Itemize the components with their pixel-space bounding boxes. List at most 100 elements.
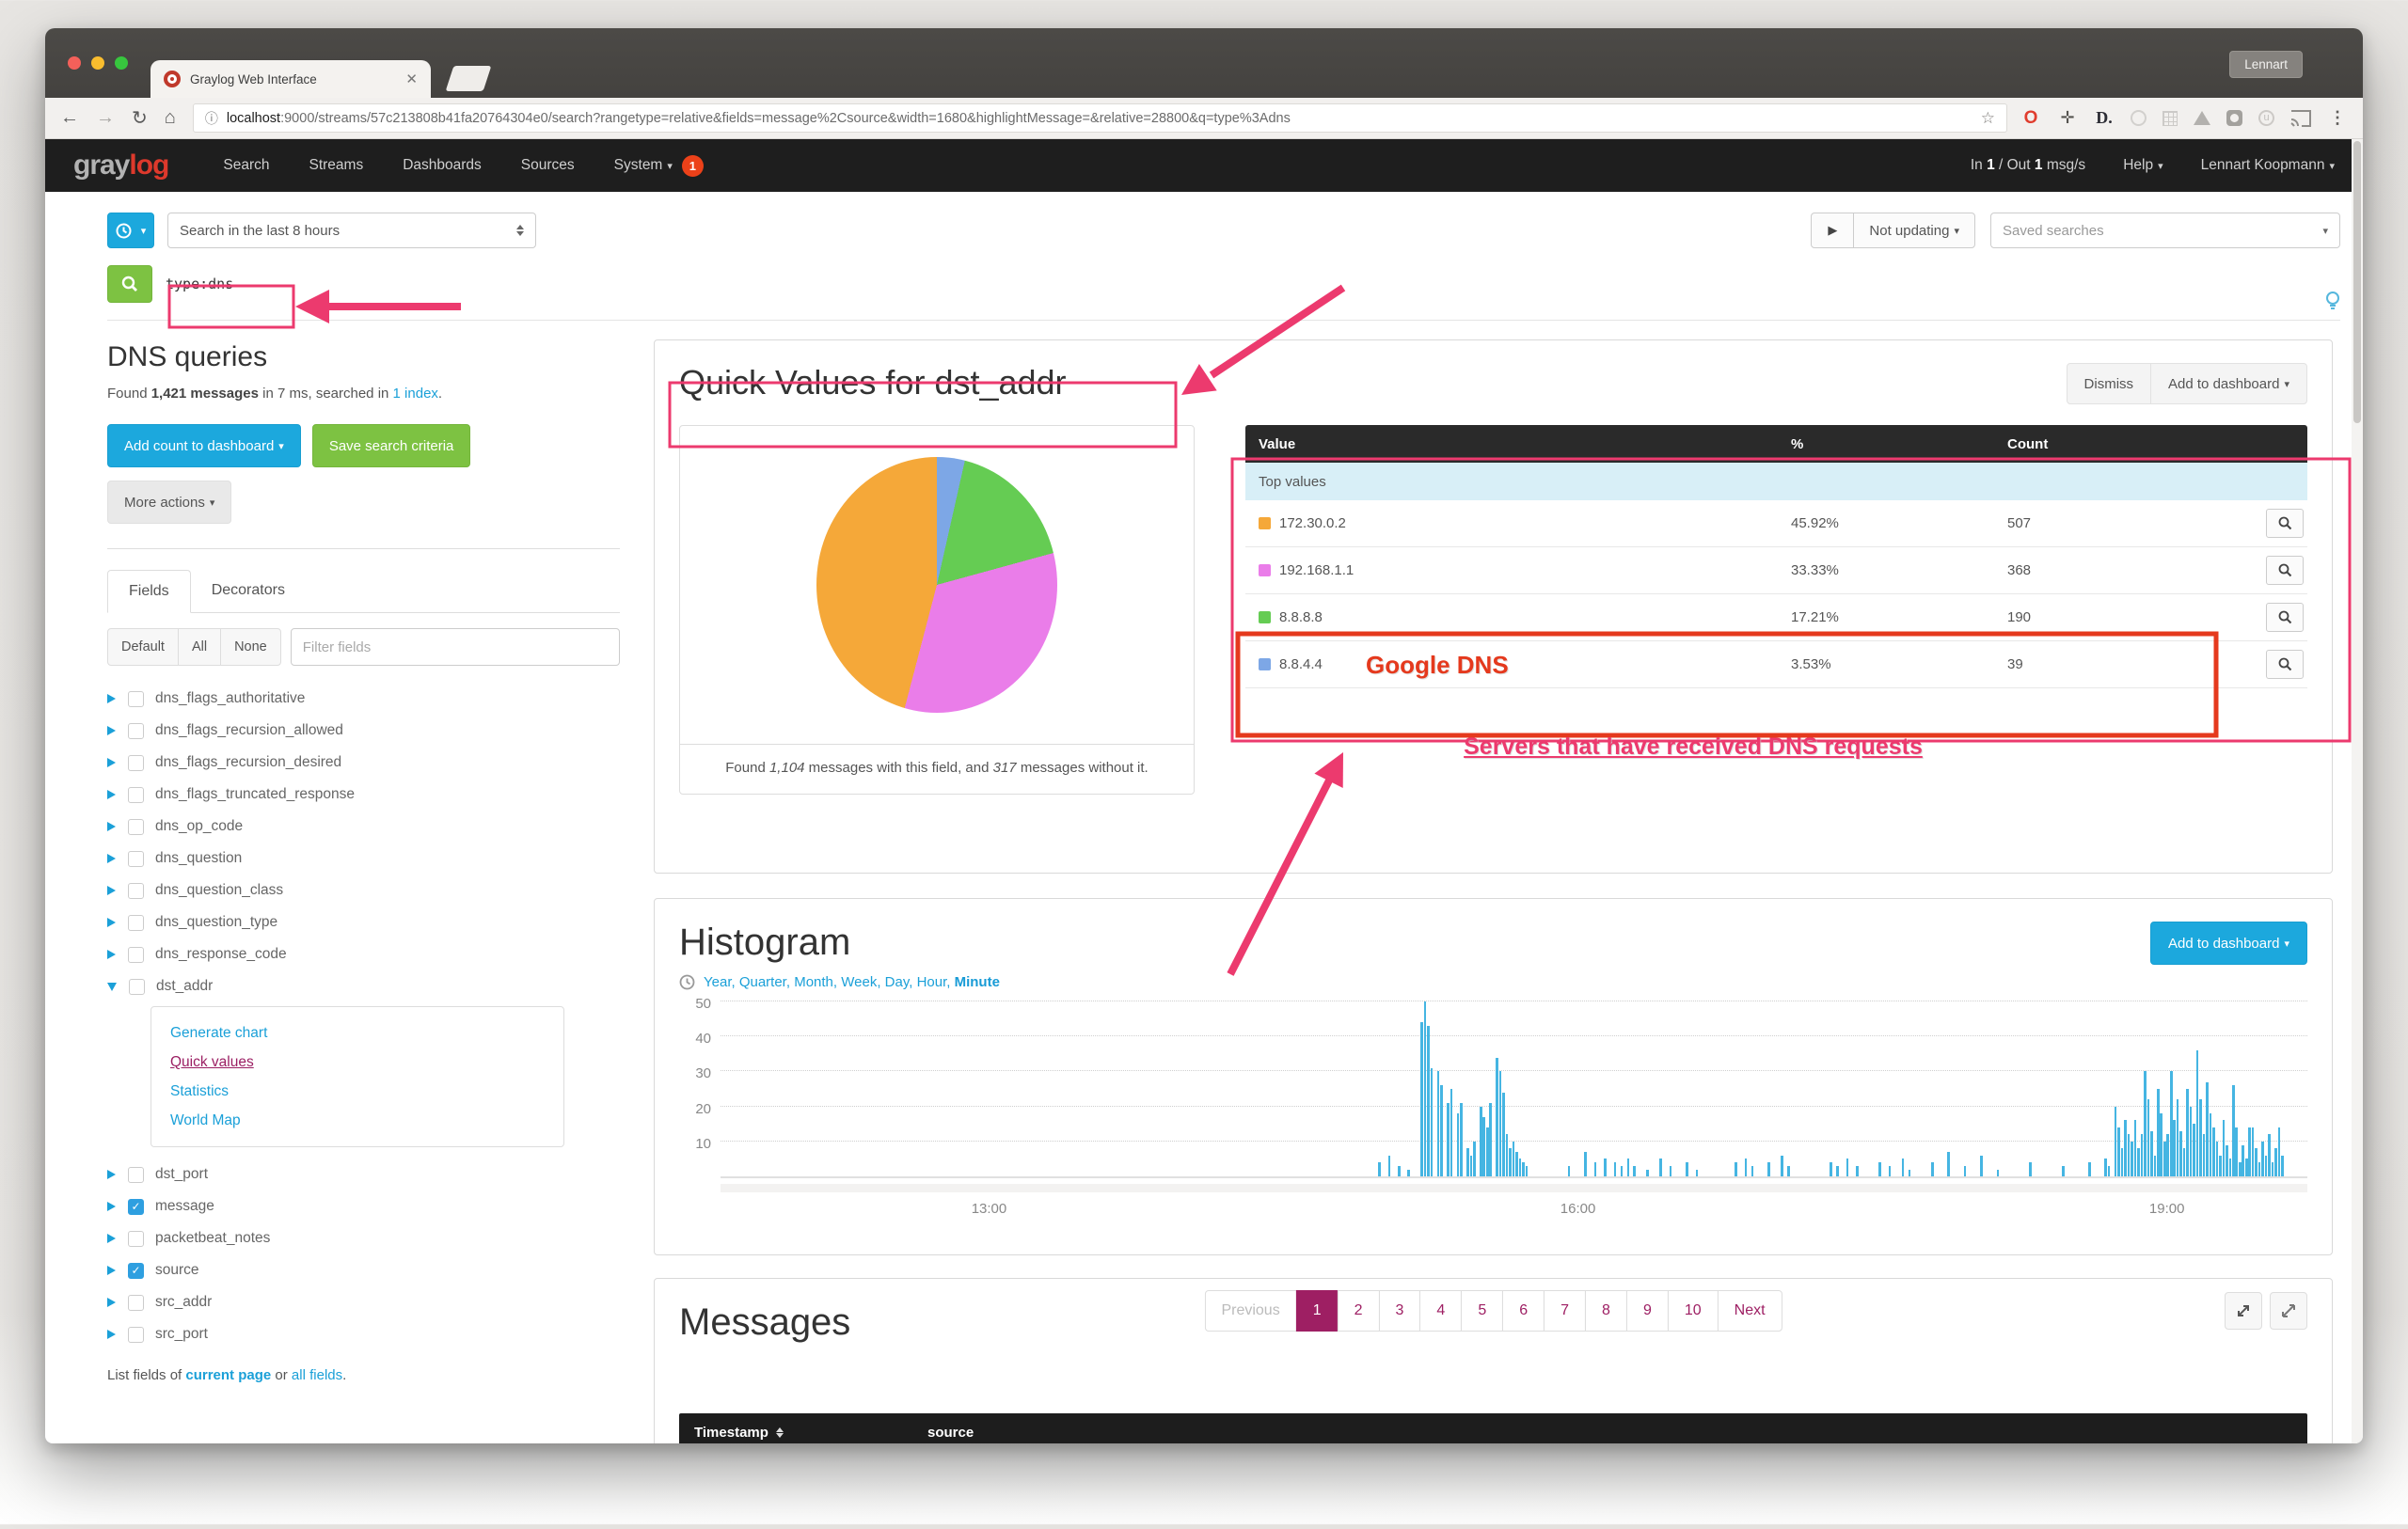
chevron-right-icon[interactable] — [107, 726, 116, 735]
field-checkbox-dns_flags_recursion_allowed[interactable] — [128, 722, 144, 739]
histogram-add-to-dashboard-button[interactable]: Add to dashboard ▾ — [2150, 922, 2307, 965]
field-checkbox-src_port[interactable] — [128, 1326, 144, 1343]
filter-none-button[interactable]: None — [220, 628, 281, 666]
chevron-right-icon[interactable] — [107, 758, 116, 767]
extension-square-icon[interactable] — [2226, 110, 2242, 126]
field-checkbox-dns_flags_truncated_response[interactable] — [128, 786, 144, 803]
field-checkbox-packetbeat_notes[interactable] — [128, 1230, 144, 1247]
extension-d-icon[interactable]: D. — [2096, 108, 2113, 127]
page-button-2[interactable]: 2 — [1337, 1290, 1380, 1332]
page-button-next[interactable]: Next — [1717, 1290, 1782, 1332]
graylog-logo[interactable]: graylog — [73, 150, 169, 181]
field-checkbox-dns_flags_authoritative[interactable] — [128, 690, 144, 707]
page-button-7[interactable]: 7 — [1544, 1290, 1587, 1332]
add-count-to-dashboard-button[interactable]: Add count to dashboard ▾ — [107, 424, 301, 467]
extension-grid-icon[interactable] — [2162, 110, 2178, 126]
interval-day[interactable]: Day — [884, 974, 910, 990]
back-icon[interactable]: ← — [60, 107, 79, 128]
field-action-quick-values[interactable]: Quick values — [170, 1054, 254, 1070]
notification-badge[interactable]: 1 — [681, 154, 704, 177]
saved-searches-select[interactable]: Saved searches ▾ — [1990, 213, 2340, 248]
search-button[interactable] — [107, 265, 152, 303]
field-action-world-map[interactable]: World Map — [170, 1112, 241, 1128]
chevron-right-icon[interactable] — [107, 822, 116, 831]
field-checkbox-dns_op_code[interactable] — [128, 818, 144, 835]
qv-add-to-dashboard-button[interactable]: Add to dashboard ▾ — [2150, 363, 2307, 404]
browser-tab[interactable]: Graylog Web Interface ✕ — [150, 60, 431, 98]
field-checkbox-message[interactable]: ✓ — [128, 1198, 144, 1215]
expand-icon[interactable] — [2225, 1292, 2262, 1330]
page-button-10[interactable]: 10 — [1667, 1290, 1719, 1332]
forward-icon[interactable]: → — [96, 107, 115, 128]
page-button-5[interactable]: 5 — [1461, 1290, 1504, 1332]
chevron-right-icon[interactable] — [107, 694, 116, 703]
browser-menu-icon[interactable]: ⋮ — [2329, 108, 2346, 127]
row-search-button[interactable] — [2266, 556, 2304, 585]
row-search-button[interactable] — [2266, 650, 2304, 679]
field-checkbox-dns_question[interactable] — [128, 850, 144, 867]
index-link[interactable]: 1 index — [392, 386, 438, 402]
collapse-icon[interactable] — [2270, 1292, 2307, 1330]
interval-week[interactable]: Week — [841, 974, 878, 990]
navbar-item-search[interactable]: Search — [223, 157, 270, 173]
reload-icon[interactable]: ↻ — [132, 108, 148, 129]
field-action-statistics[interactable]: Statistics — [170, 1083, 230, 1099]
address-bar[interactable]: ⓘ localhost :9000/streams/57c213808b41fa… — [192, 103, 2007, 133]
chevron-right-icon[interactable] — [107, 950, 116, 959]
field-action-generate-chart[interactable]: Generate chart — [170, 1025, 268, 1041]
help-menu[interactable]: Help ▾ — [2123, 157, 2163, 173]
field-checkbox-dns_flags_recursion_desired[interactable] — [128, 754, 144, 771]
close-window-button[interactable] — [68, 56, 81, 70]
browser-profile-button[interactable]: Lennart — [2229, 51, 2303, 78]
navbar-item-streams[interactable]: Streams — [309, 157, 364, 173]
query-input[interactable] — [152, 265, 2340, 303]
dismiss-button[interactable]: Dismiss — [2066, 363, 2152, 404]
row-search-button[interactable] — [2266, 603, 2304, 632]
field-checkbox-source[interactable]: ✓ — [128, 1262, 144, 1279]
all-fields-link[interactable]: all fields — [291, 1367, 343, 1383]
refresh-play-button[interactable]: ▶ — [1811, 213, 1855, 248]
page-button-8[interactable]: 8 — [1585, 1290, 1627, 1332]
chevron-down-icon[interactable] — [107, 982, 117, 991]
page-button-6[interactable]: 6 — [1502, 1290, 1545, 1332]
save-search-criteria-button[interactable]: Save search criteria — [311, 424, 471, 467]
tab-fields[interactable]: Fields — [107, 570, 191, 613]
interval-quarter[interactable]: Quarter — [738, 974, 786, 990]
user-menu[interactable]: Lennart Koopmann ▾ — [2200, 157, 2335, 173]
field-checkbox-dst_addr[interactable] — [129, 978, 145, 995]
field-checkbox-dns_response_code[interactable] — [128, 946, 144, 963]
page-button-9[interactable]: 9 — [1625, 1290, 1669, 1332]
source-column-header[interactable]: source — [927, 1424, 974, 1441]
chevron-right-icon[interactable] — [107, 1234, 116, 1243]
new-tab-button[interactable] — [445, 66, 492, 91]
filter-default-button[interactable]: Default — [107, 628, 179, 666]
chevron-right-icon[interactable] — [107, 854, 116, 863]
scrollbar-thumb[interactable] — [2353, 141, 2361, 423]
field-checkbox-src_addr[interactable] — [128, 1294, 144, 1311]
chevron-right-icon[interactable] — [107, 1266, 116, 1275]
page-button-3[interactable]: 3 — [1378, 1290, 1421, 1332]
chevron-right-icon[interactable] — [107, 790, 116, 799]
interval-year[interactable]: Year — [704, 974, 732, 990]
extension-circle-u-icon[interactable]: u — [2258, 110, 2274, 126]
extension-disabled-icon[interactable] — [2131, 110, 2147, 126]
row-search-button[interactable] — [2266, 509, 2304, 538]
filter-all-button[interactable]: All — [177, 628, 222, 666]
chevron-right-icon[interactable] — [107, 886, 116, 895]
zoom-window-button[interactable] — [115, 56, 128, 70]
not-updating-button[interactable]: Not updating ▾ — [1853, 213, 1975, 248]
page-button-1[interactable]: 1 — [1295, 1290, 1339, 1332]
chevron-right-icon[interactable] — [107, 1298, 116, 1307]
extension-move-icon[interactable]: ✛ — [2060, 108, 2075, 127]
chevron-right-icon[interactable] — [107, 1170, 116, 1179]
lightbulb-icon[interactable] — [2323, 291, 2342, 311]
page-button-4[interactable]: 4 — [1419, 1290, 1463, 1332]
bookmark-star-icon[interactable]: ☆ — [1980, 108, 1995, 127]
time-range-button[interactable]: ▾ — [107, 213, 154, 248]
interval-hour[interactable]: Hour — [916, 974, 947, 990]
sort-icon[interactable] — [775, 1427, 784, 1438]
tab-decorators[interactable]: Decorators — [211, 582, 285, 598]
navbar-item-sources[interactable]: Sources — [520, 157, 575, 173]
interval-month[interactable]: Month — [794, 974, 833, 990]
time-range-select[interactable]: Search in the last 8 hours — [167, 213, 536, 248]
